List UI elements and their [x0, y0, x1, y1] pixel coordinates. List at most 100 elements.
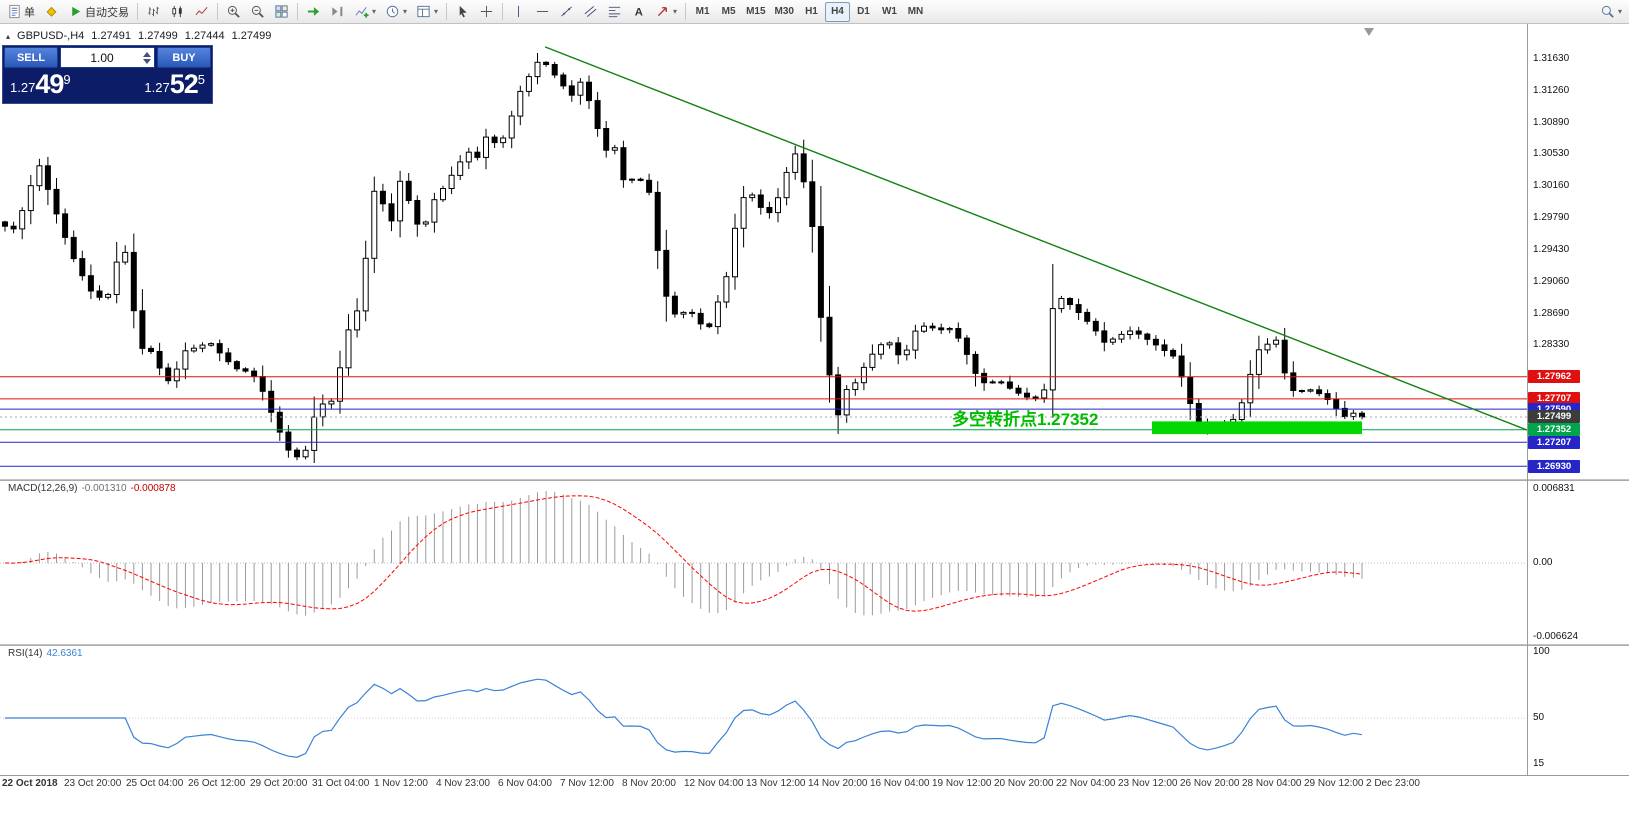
panel-splitter-macd[interactable]: [0, 479, 1629, 481]
macd-main-value: -0.001310: [81, 483, 127, 494]
rsi-indicator-label: RSI(14) 42.6361: [8, 648, 83, 659]
indicator-scale-label: 15: [1533, 758, 1545, 769]
dropdown-caret-icon[interactable]: ▾: [1617, 7, 1622, 16]
timeframe-h4-button[interactable]: H4: [824, 1, 850, 22]
price-scale-label: 1.30530: [1533, 148, 1570, 160]
templates-button[interactable]: ▾: [412, 2, 442, 22]
indicator-plus-icon: [354, 4, 369, 19]
timeframe-mn-button-label: MN: [907, 6, 924, 17]
horizontal-line-button[interactable]: [531, 2, 554, 22]
time-label: 31 Oct 04:00: [312, 778, 370, 789]
bars-icon: [146, 4, 161, 19]
time-label: 26 Nov 20:00: [1180, 778, 1240, 789]
timeframe-m30-button-label: M30: [774, 6, 794, 17]
buy-price[interactable]: 1.27 52 5: [144, 71, 205, 98]
line-chart-button[interactable]: [190, 2, 213, 22]
timeframe-m5-button[interactable]: M5: [716, 2, 741, 22]
new-order-icon: [7, 4, 22, 19]
time-label: 23 Nov 12:00: [1118, 778, 1178, 789]
support-highlight-rect[interactable]: [1152, 421, 1362, 435]
text-label-button[interactable]: A: [627, 2, 650, 22]
symbol-search-button[interactable]: ▾: [1596, 2, 1626, 22]
sell-price[interactable]: 1.27 49 9: [10, 71, 71, 98]
sell-price-sup: 9: [63, 72, 71, 87]
zoom-in-button[interactable]: [222, 2, 245, 22]
timeframe-d1-button[interactable]: D1: [851, 2, 876, 22]
fibonacci-button[interactable]: [603, 2, 626, 22]
descending-trendline[interactable]: [544, 46, 1527, 431]
chart-plot-area[interactable]: [0, 24, 1527, 790]
indicator-scale-label: 0.00: [1533, 557, 1553, 568]
price-scale-label: 1.31260: [1533, 85, 1570, 97]
crosshair-button[interactable]: [475, 2, 498, 22]
channel-icon: [583, 4, 598, 19]
trendline-button[interactable]: [555, 2, 578, 22]
timeframe-m15-button-label: M15: [746, 6, 766, 17]
price-axis[interactable]: 1.31630 1.31260 1.30890 1.30530 1.30160 1.297…: [1528, 0, 1628, 790]
price-scale-label: 1.31630: [1533, 53, 1570, 64]
chart-shift-icon: [330, 4, 345, 19]
tile-windows-button[interactable]: [270, 2, 293, 22]
price-line-label: 1.27499: [1528, 410, 1580, 424]
time-axis[interactable]: 22 Oct 2018 23 Oct 20:00 25 Oct 04:00 26 Oc…: [0, 776, 1629, 790]
sell-button[interactable]: SELL: [4, 47, 58, 68]
auto-scroll-button[interactable]: [302, 2, 325, 22]
price-line-label: 1.27962: [1528, 370, 1580, 384]
price-chart-svg[interactable]: [0, 24, 1527, 790]
timeframe-w1-button[interactable]: W1: [877, 2, 902, 22]
symbol-info: ▴ GBPUSD-,H4 1.27491 1.27499 1.27444 1.2…: [6, 30, 271, 42]
rsi-line: [5, 678, 1363, 758]
vertical-line-button[interactable]: [507, 2, 530, 22]
chart-shift-button[interactable]: [326, 2, 349, 22]
zoom-out-button[interactable]: [246, 2, 269, 22]
timeframe-mn-button[interactable]: MN: [903, 2, 928, 22]
dropdown-caret-icon[interactable]: ▾: [372, 7, 377, 16]
indicators-button[interactable]: ▾: [350, 2, 380, 22]
buy-button[interactable]: BUY: [157, 47, 211, 68]
volume-decrease-button[interactable]: [143, 58, 151, 64]
macd-indicator-label: MACD(12,26,9) -0.001310 -0.000878: [8, 483, 176, 494]
profiles-button[interactable]: [40, 2, 63, 22]
time-label: 6 Nov 04:00: [498, 778, 552, 789]
dropdown-caret-icon[interactable]: ▾: [434, 7, 439, 16]
cursor-button[interactable]: [451, 2, 474, 22]
channel-button[interactable]: [579, 2, 602, 22]
price-axis-border: [1527, 24, 1528, 776]
periods-button[interactable]: ▾: [381, 2, 411, 22]
timeframe-m15-button[interactable]: M15: [742, 2, 769, 22]
price-line-label: 1.27207: [1528, 435, 1580, 449]
ohlc-open: 1.27491: [91, 30, 132, 42]
timeframe-m30-button[interactable]: M30: [771, 2, 798, 22]
crosshair-icon: [479, 4, 494, 19]
price-scale-label: 1.29430: [1533, 243, 1570, 255]
symbol-period-label: GBPUSD-,H4: [17, 30, 85, 42]
timeframe-w1-button-label: W1: [881, 6, 897, 17]
bar-chart-button[interactable]: [142, 2, 165, 22]
time-label: 23 Oct 20:00: [64, 778, 122, 789]
auto-scroll-icon: [306, 4, 321, 19]
pivot-annotation[interactable]: 多空转折点1.27352: [952, 410, 1099, 429]
toolbar-separator: [137, 3, 138, 20]
dropdown-caret-icon[interactable]: ▾: [673, 7, 678, 16]
bottom-strip: [0, 790, 1629, 819]
price-scale-label: 1.28330: [1533, 338, 1570, 350]
panel-splitter-rsi[interactable]: [0, 644, 1629, 646]
toolbar-separator: [217, 3, 218, 20]
timeframe-h1-button[interactable]: H1: [799, 2, 824, 22]
volume-spinner: [143, 51, 154, 64]
time-label: 22 Nov 04:00: [1056, 778, 1116, 789]
macd-signal-line: [4, 495, 1363, 612]
volume-field[interactable]: 1.00: [60, 47, 155, 68]
dropdown-caret-icon[interactable]: ▾: [403, 7, 408, 16]
time-label: 7 Nov 12:00: [560, 778, 614, 789]
candlestick-chart-button[interactable]: [166, 2, 189, 22]
time-label: 14 Nov 20:00: [808, 778, 868, 789]
timeframe-m1-button[interactable]: M1: [690, 2, 715, 22]
zoom-in-icon: [226, 4, 241, 19]
new-order-button[interactable]: 单: [3, 2, 39, 22]
volume-increase-button[interactable]: [143, 51, 151, 57]
arrows-icon: [655, 4, 670, 19]
autotrading-button[interactable]: 自动交易: [64, 2, 133, 22]
arrow-tools-button[interactable]: ▾: [651, 2, 681, 22]
volume-value[interactable]: 1.00: [90, 50, 114, 65]
